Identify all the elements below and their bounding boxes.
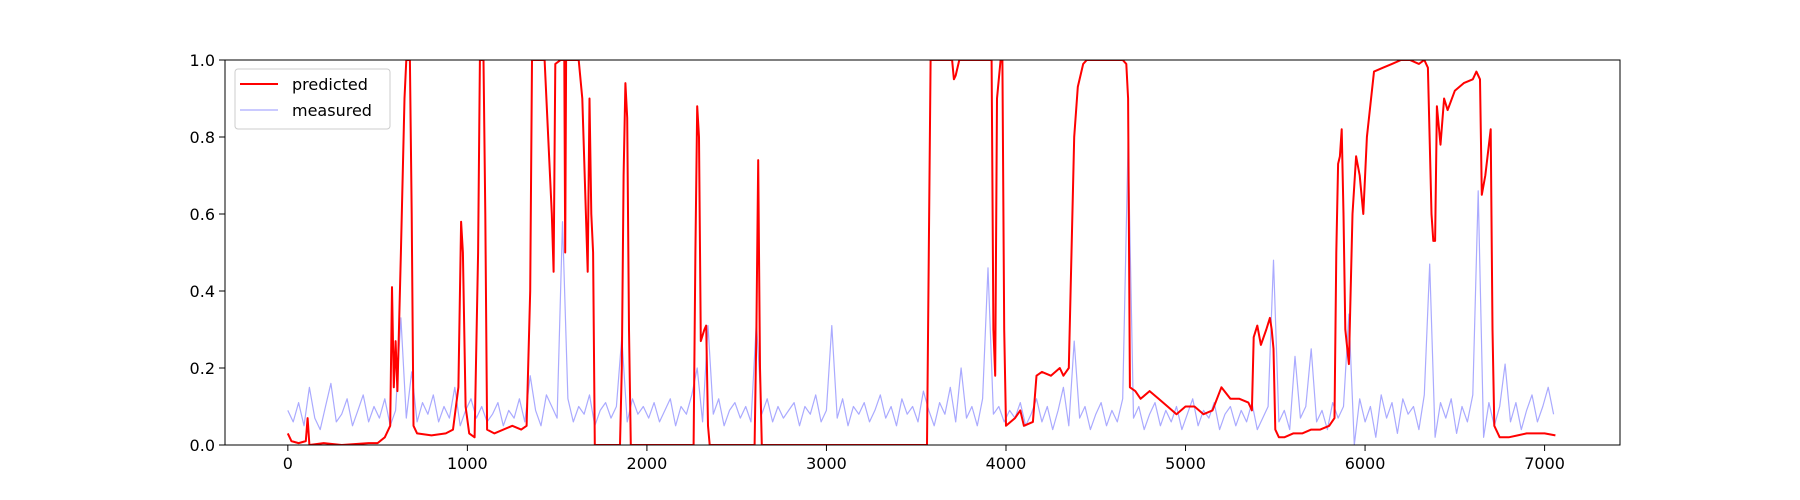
- series-line-measured: [287, 140, 1555, 445]
- y-tick-label: 1.0: [190, 51, 215, 70]
- y-tick-label: 0.0: [190, 436, 215, 455]
- y-tick-label: 0.6: [190, 205, 215, 224]
- x-tick-label: 2000: [627, 454, 668, 473]
- y-tick-label: 0.2: [190, 359, 215, 378]
- x-axis: 0 1000 2000 3000 4000 5000 6000 7000: [283, 445, 1565, 473]
- x-tick-label: 1000: [447, 454, 488, 473]
- legend-label-predicted: predicted: [292, 75, 368, 94]
- series-line-predicted: [286, 60, 1556, 445]
- y-tick-label: 0.4: [190, 282, 215, 301]
- x-tick-label: 4000: [986, 454, 1027, 473]
- series-layer: [286, 60, 1556, 445]
- y-tick-label: 0.8: [190, 128, 215, 147]
- x-tick-label: 7000: [1524, 454, 1565, 473]
- y-axis: 0.0 0.2 0.4 0.6 0.8 1.0: [190, 51, 225, 455]
- x-tick-label: 6000: [1345, 454, 1386, 473]
- x-tick-label: 5000: [1165, 454, 1206, 473]
- plot-area-frame: [224, 59, 1621, 446]
- x-tick-label: 0: [283, 454, 293, 473]
- legend: predicted measured: [234, 68, 391, 130]
- x-tick-label: 3000: [806, 454, 847, 473]
- legend-label-measured: measured: [292, 101, 372, 120]
